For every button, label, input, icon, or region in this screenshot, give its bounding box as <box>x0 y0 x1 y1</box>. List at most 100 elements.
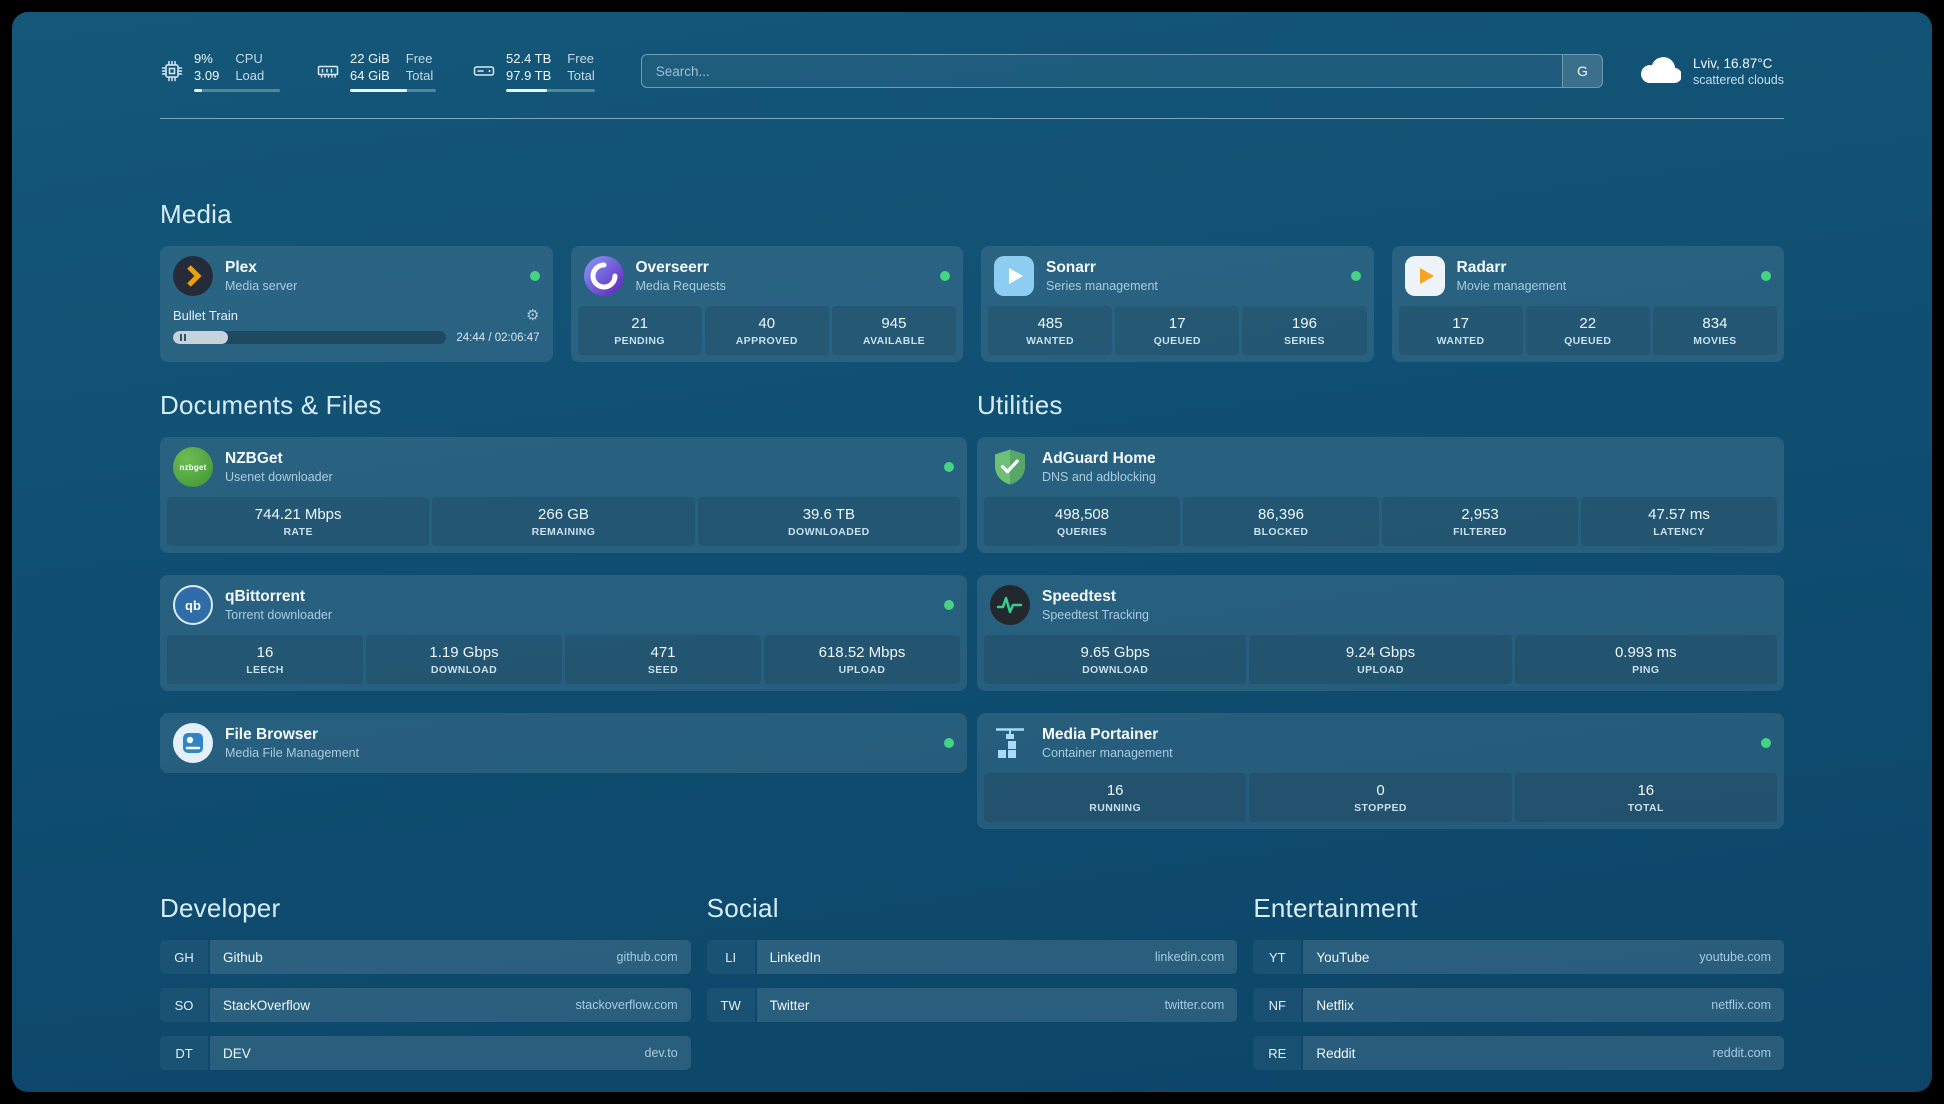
search-input[interactable] <box>641 55 1562 87</box>
service-card-overseerr[interactable]: Overseerr Media Requests 21 PENDING 40 A… <box>570 246 963 362</box>
bookmark-twitter[interactable]: TW Twitter twitter.com <box>706 988 1238 1022</box>
sonarr-icon <box>994 256 1034 296</box>
status-dot <box>1761 738 1771 748</box>
stat-label: TOTAL <box>1627 802 1664 814</box>
stat-label: MOVIES <box>1693 335 1737 347</box>
status-dot <box>1761 271 1771 281</box>
bookmarks-area: Developer GH Github github.com SO StackO… <box>160 893 1784 1070</box>
stat-tile: 21 PENDING <box>577 306 702 355</box>
service-card-qbittorrent[interactable]: qb qBittorrent Torrent downloader 16 <box>160 575 967 691</box>
cpu-percent: 9% <box>194 51 213 66</box>
stat-value: 21 <box>631 315 648 332</box>
status-dot <box>940 271 950 281</box>
service-subtitle: Media server <box>225 279 298 293</box>
stat-value: 39.6 TB <box>802 506 855 523</box>
bookmark-reddit[interactable]: RE Reddit reddit.com <box>1253 1036 1784 1070</box>
service-card-filebrowser[interactable]: File Browser Media File Management <box>160 713 967 773</box>
service-name: qBittorrent <box>225 588 306 605</box>
disk-usage-fill <box>506 89 547 92</box>
service-subtitle: Media File Management <box>225 746 360 760</box>
service-card-speedtest[interactable]: Speedtest Speedtest Tracking 9.65 Gbps D… <box>977 575 1784 691</box>
stat-value: 86,396 <box>1258 506 1304 523</box>
bookmark-url: github.com <box>616 950 678 964</box>
stat-value: 22 <box>1579 315 1597 332</box>
service-subtitle: DNS and adblocking <box>1042 470 1156 484</box>
stat-label: SEED <box>647 664 679 676</box>
service-card-radarr[interactable]: Radarr Movie management 17 WANTED 22 QUE… <box>1391 246 1784 362</box>
stat-tile: 16 TOTAL <box>1514 773 1777 822</box>
stat-tile: 0 STOPPED <box>1249 773 1512 822</box>
portainer-icon <box>990 723 1030 763</box>
stat-tile: 485 WANTED <box>988 306 1113 355</box>
status-dot <box>944 462 954 472</box>
stat-value: 618.52 Mbps <box>818 644 906 661</box>
service-name: File Browser <box>225 726 319 743</box>
disk-total-value: 97.9 TB <box>506 68 552 83</box>
memory-total-value: 64 GiB <box>350 68 390 83</box>
bookmark-netflix[interactable]: NF Netflix netflix.com <box>1253 988 1784 1022</box>
memory-widget: 22 GiB 64 GiB Free Total <box>316 50 436 92</box>
bookmark-linkedin[interactable]: LI LinkedIn linkedin.com <box>706 940 1238 974</box>
stat-tile: 9.65 Gbps DOWNLOAD <box>984 635 1247 684</box>
stat-label: STOPPED <box>1354 802 1407 814</box>
playback-time: 24:44 / 02:06:47 <box>456 331 540 344</box>
status-dot <box>1350 271 1361 281</box>
stat-value: 16 <box>256 644 274 661</box>
bookmark-name: Reddit <box>1316 1045 1356 1061</box>
stat-label: WANTED <box>1436 335 1485 347</box>
stat-tile: 9.24 Gbps UPLOAD <box>1249 635 1512 684</box>
bookmark-dev[interactable]: DT DEV dev.to <box>160 1036 691 1070</box>
stat-value: 471 <box>650 644 676 661</box>
stat-label: AVAILABLE <box>862 335 925 347</box>
status-dot <box>944 738 954 748</box>
stat-value: 17 <box>1452 315 1469 332</box>
stat-tile: 2,953 FILTERED <box>1382 497 1578 546</box>
service-card-adguard[interactable]: AdGuard Home DNS and adblocking 498,508 … <box>977 437 1784 553</box>
stat-value: 196 <box>1291 315 1317 332</box>
bookmark-youtube[interactable]: YT YouTube youtube.com <box>1253 940 1784 974</box>
bookmark-abbr: TW <box>706 988 755 1022</box>
memory-total-label: Total <box>405 68 434 83</box>
gear-icon[interactable]: ⚙ <box>526 307 540 324</box>
service-card-nzbget[interactable]: nzbget NZBGet Usenet downloader 744.21 M… <box>160 437 967 553</box>
stat-value: 9.24 Gbps <box>1345 644 1416 661</box>
stat-label: UPLOAD <box>838 664 886 676</box>
memory-usage-fill <box>350 89 407 92</box>
stat-value: 2,953 <box>1461 506 1499 523</box>
stat-tile: 86,396 BLOCKED <box>1183 497 1379 546</box>
disk-widget: 52.4 TB 97.9 TB Free Total <box>472 50 595 92</box>
disk-free-value: 52.4 TB <box>506 51 552 66</box>
search-provider-button[interactable]: G <box>1561 55 1602 87</box>
stat-value: 1.19 Gbps <box>429 644 499 661</box>
section-title-documents: Documents & Files <box>160 390 382 420</box>
search-bar: G <box>640 54 1603 88</box>
bookmark-url: netflix.com <box>1711 998 1771 1012</box>
stat-label: UPLOAD <box>1357 664 1404 676</box>
dashboard-content: 9% 3.09 CPU Load <box>160 12 1784 1070</box>
bookmark-github[interactable]: GH Github github.com <box>160 940 691 974</box>
service-card-portainer[interactable]: Media Portainer Container management 16 … <box>977 713 1784 829</box>
bookmark-abbr: SO <box>160 988 208 1022</box>
bookmark-group-social: Social LI LinkedIn linkedin.com TW Twitt… <box>706 893 1238 1022</box>
stat-label: QUERIES <box>1056 526 1108 538</box>
service-name: Sonarr <box>1046 259 1096 276</box>
pause-icon[interactable] <box>180 334 186 341</box>
stat-tile: 266 GB REMAINING <box>432 497 695 546</box>
stat-tile: 16 LEECH <box>167 635 363 684</box>
plex-icon <box>173 256 213 296</box>
service-card-plex[interactable]: Plex Media server Bullet Train ⚙ <box>160 246 553 362</box>
bookmark-name: StackOverflow <box>223 997 311 1013</box>
disk-icon <box>472 59 496 83</box>
bookmark-stackoverflow[interactable]: SO StackOverflow stackoverflow.com <box>160 988 691 1022</box>
service-card-sonarr[interactable]: Sonarr Series management 485 WANTED 17 Q… <box>981 246 1374 362</box>
service-subtitle: Usenet downloader <box>225 470 333 484</box>
qbittorrent-icon: qb <box>173 585 213 625</box>
overseerr-icon <box>583 256 624 296</box>
disk-total-label: Total <box>567 68 595 83</box>
bookmark-group-developer: Developer GH Github github.com SO StackO… <box>160 893 691 1070</box>
playback-progress-bar <box>173 331 447 344</box>
cpu-load-label: Load <box>235 68 265 83</box>
stat-tile: 16 RUNNING <box>984 773 1247 822</box>
plex-now-playing: Bullet Train ⚙ 24:44 / 02:06:47 <box>160 306 553 356</box>
stat-tile: 744.21 Mbps RATE <box>167 497 430 546</box>
